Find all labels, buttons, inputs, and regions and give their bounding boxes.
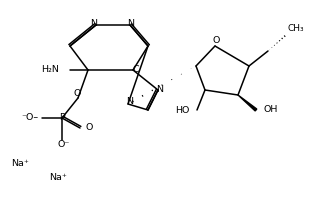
Text: H₂N: H₂N xyxy=(41,65,59,75)
Text: HO: HO xyxy=(176,107,190,116)
Text: O: O xyxy=(212,36,220,45)
Text: P: P xyxy=(59,114,65,123)
Text: O: O xyxy=(73,89,81,98)
Text: N: N xyxy=(127,19,134,28)
Polygon shape xyxy=(238,95,257,111)
Text: C: C xyxy=(133,65,139,75)
Text: N: N xyxy=(90,19,98,28)
Text: O⁻: O⁻ xyxy=(58,140,70,149)
Text: N: N xyxy=(156,85,164,94)
Text: O: O xyxy=(85,123,92,131)
Text: Na⁺: Na⁺ xyxy=(49,174,67,182)
Text: ⁻O–: ⁻O– xyxy=(21,114,38,123)
Text: OH: OH xyxy=(263,106,277,114)
Text: Na⁺: Na⁺ xyxy=(11,158,29,167)
Text: N: N xyxy=(127,97,133,107)
Text: CH₃: CH₃ xyxy=(288,24,305,33)
